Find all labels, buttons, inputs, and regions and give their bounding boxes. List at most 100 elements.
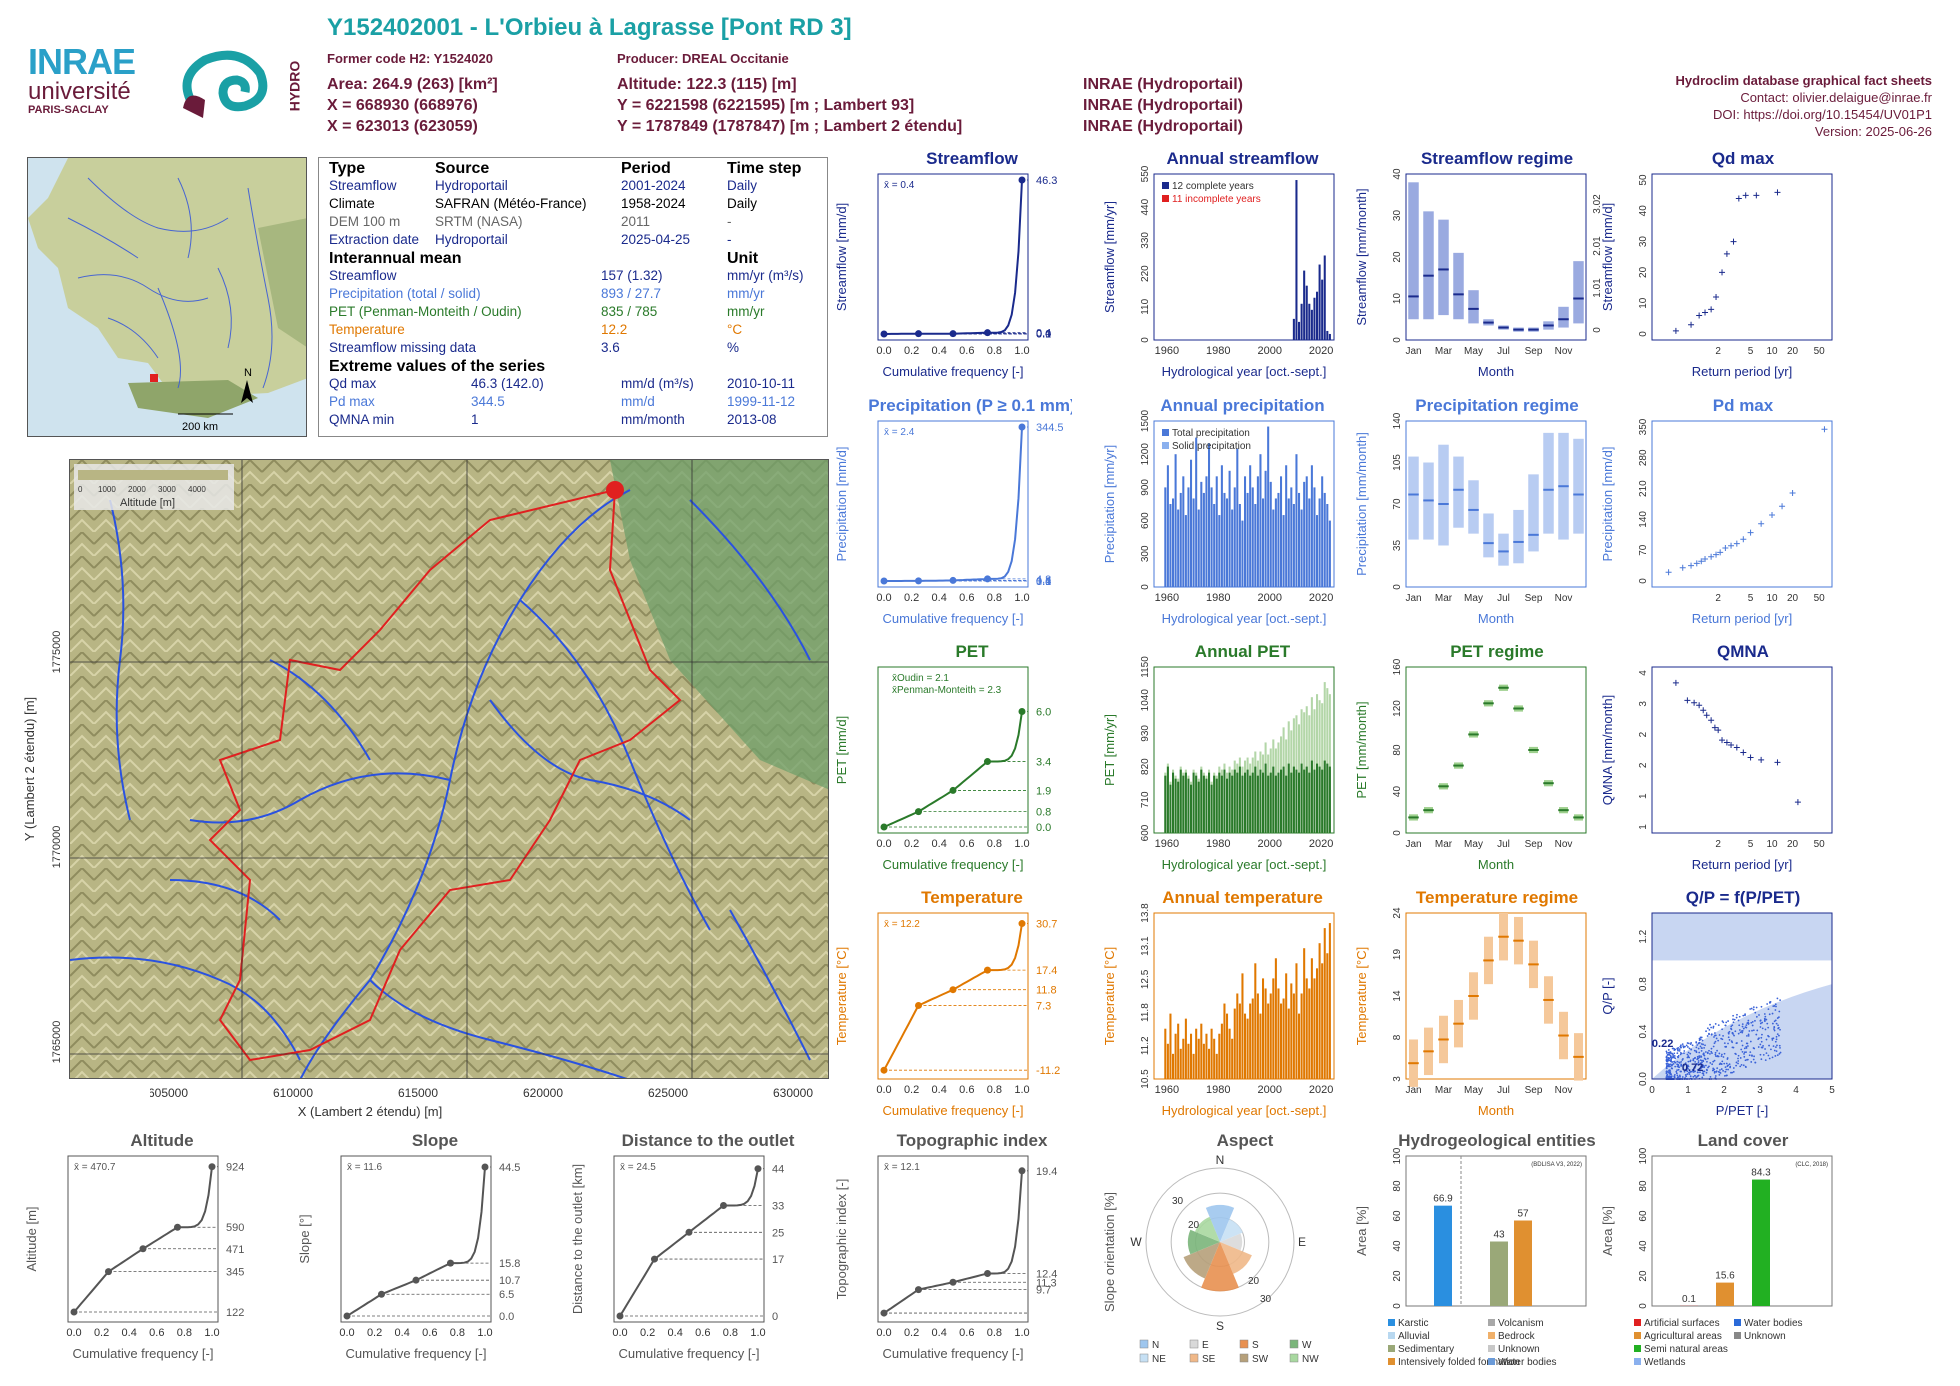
data-point (1745, 1026, 1748, 1029)
data-point (1676, 1052, 1679, 1055)
data-point (1732, 1033, 1734, 1035)
bar (1202, 492, 1205, 587)
data-point (1759, 1053, 1762, 1056)
chart-qd_max: Qd max 2 5 10 20 50 0 10 20 30 40 50 Return period [… (1598, 148, 1848, 388)
legend-label: Unknown (1498, 1344, 1540, 1355)
data-point (1751, 1055, 1753, 1057)
data-point (1693, 1057, 1696, 1060)
bar (1282, 515, 1285, 587)
bar (1326, 763, 1329, 833)
chart-altitude_fdc: Altitude 924 590 471 345 122 0.0 0.2 0.4 0.6 0.8 1.… (22, 1130, 262, 1370)
x-tick: 2 (1721, 1085, 1727, 1096)
data-point (1708, 553, 1715, 560)
chart-annual_pet: Annual PET 1960 1980 2000 2020 600 710 820 930 10… (1100, 641, 1345, 881)
data-point (1737, 1062, 1739, 1065)
bar (1313, 978, 1316, 1079)
data-point (1754, 1019, 1756, 1022)
quantile-point (949, 786, 957, 794)
chart-title: Hydrogeological entities (1398, 1131, 1595, 1150)
data-point (1670, 1052, 1673, 1055)
h-type: Type (329, 160, 366, 177)
x-tick: 0.8 (450, 1327, 465, 1339)
bar (1287, 763, 1290, 833)
data-point (1676, 1048, 1679, 1051)
bar (1298, 1013, 1301, 1079)
bar (1238, 504, 1241, 587)
x-tick: 0.0 (612, 1327, 627, 1339)
legend-swatch (1388, 1332, 1395, 1339)
data-point (1760, 1036, 1763, 1039)
bar (1190, 459, 1193, 587)
map-xtick: 605000 (150, 1086, 188, 1100)
legend-swatch (1239, 1353, 1249, 1363)
x-tick: Jan (1405, 1085, 1421, 1096)
data-point (1760, 1005, 1763, 1008)
data-point (1746, 1058, 1749, 1061)
data-point (1768, 1013, 1771, 1016)
x-tick: Jan (1405, 839, 1421, 850)
data-point (1680, 1063, 1683, 1066)
data-point (1699, 1062, 1702, 1065)
quantile-point (915, 808, 922, 816)
data-point (1714, 1077, 1717, 1079)
extreme-row: Pd max 344.5 mm/d 1999-11-12 (329, 394, 817, 412)
data-point (1690, 1048, 1693, 1051)
bar (1208, 443, 1211, 587)
annotation: 0.72 (1682, 1062, 1703, 1074)
y-axis-label: Altitude [m] (24, 1206, 39, 1271)
data-point (1774, 189, 1781, 196)
data-point (1736, 1042, 1738, 1044)
data-point (1712, 1026, 1715, 1029)
data-point (1674, 1065, 1677, 1068)
data-point (1779, 1046, 1781, 1049)
src-x2: INRAE (Hydroportail) (1083, 118, 1243, 135)
x-tick: 0.6 (959, 345, 974, 357)
data-point (1702, 1074, 1705, 1076)
plot-frame (877, 173, 1029, 341)
data-point (1670, 1073, 1673, 1076)
data-point (1753, 1047, 1756, 1050)
right-tick: 0.1 (1036, 576, 1051, 588)
y-tick: 0 (1638, 331, 1649, 337)
chart-aspect: Aspect N E S W 30 20 20 30 Slope orientation [%] N… (1100, 1130, 1350, 1380)
bar (1305, 476, 1308, 587)
data-point (1693, 1049, 1696, 1052)
data-point (1743, 1055, 1746, 1058)
plot-frame (1405, 420, 1587, 588)
data-point (1717, 1039, 1720, 1042)
right-tick: 0.0 (499, 1311, 514, 1323)
bar (1241, 973, 1244, 1079)
bar (1210, 1028, 1213, 1079)
data-point (1739, 1057, 1742, 1059)
bar (1218, 772, 1221, 833)
quantile-point (1018, 1167, 1026, 1175)
data-point (1757, 1046, 1760, 1048)
x-tick: 50 (1814, 839, 1826, 850)
legend-tick: 2000 (128, 485, 146, 494)
direction-label: W (1130, 1235, 1142, 1249)
bar (1274, 498, 1277, 587)
bar (1280, 769, 1283, 833)
data-point (1742, 1027, 1745, 1030)
aspect-sector-SE (1220, 1242, 1252, 1274)
bar (1300, 303, 1303, 340)
data-point (1686, 1064, 1689, 1067)
data-point (1764, 1059, 1767, 1062)
x-tick: Jul (1497, 346, 1510, 357)
info-row-extraction: Extraction date Hydroportail 2025-04-25 - (329, 232, 817, 250)
data-point (1689, 1070, 1692, 1073)
legend-label: Water bodies (1498, 1357, 1557, 1368)
legend-label: x̄Oudin = 2.1 (892, 673, 949, 684)
data-point (1752, 1058, 1755, 1061)
data-point (1737, 1032, 1740, 1035)
logo-paris-saclay-text: PARIS-SACLAY (28, 104, 109, 116)
bar (1220, 465, 1223, 587)
data-point (1771, 1056, 1774, 1059)
bar (1303, 270, 1306, 340)
quantile-point (208, 1163, 216, 1171)
data-point (1725, 1045, 1728, 1048)
y-tick: 1 (1638, 824, 1649, 830)
data-point (1745, 1051, 1747, 1054)
x-axis-label: Cumulative frequency [-] (346, 1346, 487, 1361)
y-tick: 20 (1638, 1270, 1649, 1282)
